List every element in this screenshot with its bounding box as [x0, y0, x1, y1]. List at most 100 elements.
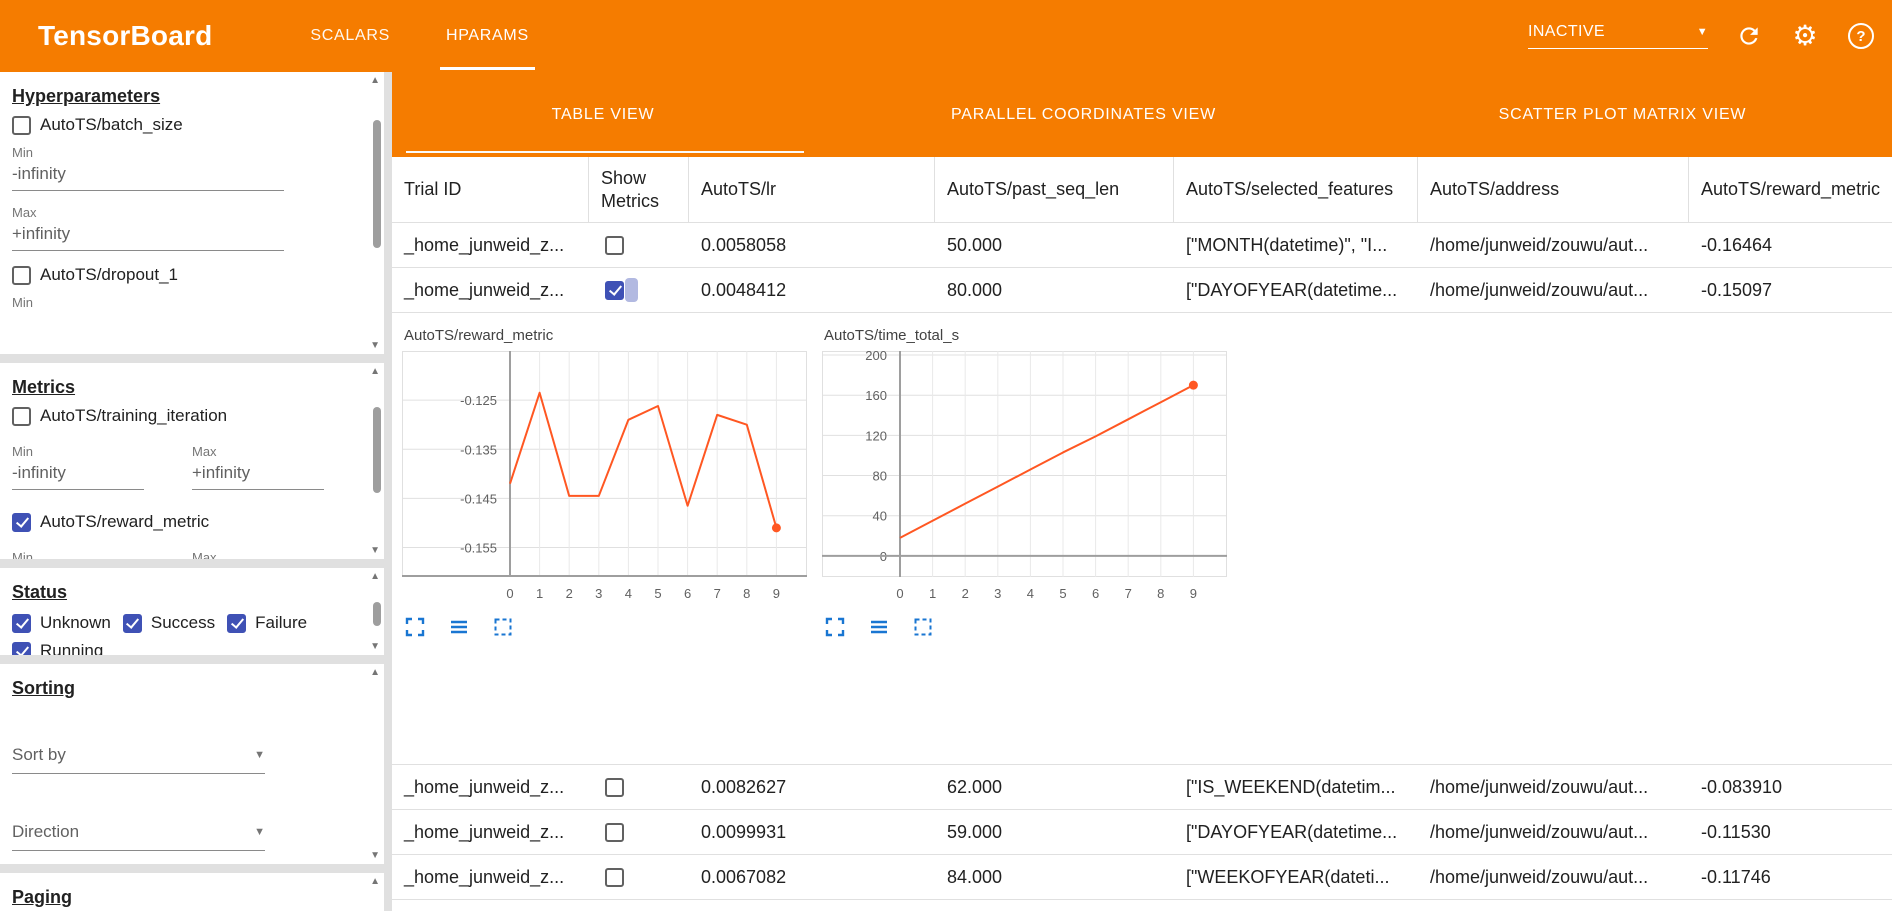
sort-by-dropdown[interactable]: Sort by ▼ — [12, 745, 265, 774]
svg-text:200: 200 — [865, 351, 887, 363]
scroll-down-icon[interactable]: ▼ — [370, 545, 380, 556]
tab-scatter-plot-matrix-view[interactable]: SCATTER PLOT MATRIX VIEW — [1498, 105, 1747, 123]
min-input[interactable] — [12, 459, 144, 490]
run-status-dropdown[interactable]: INACTIVE ▼ — [1528, 23, 1708, 49]
address-cell: /home/junweid/zouwu/aut... — [1430, 279, 1649, 300]
sorting-heading: Sorting — [12, 678, 75, 698]
selected-features-cell: ["DAYOFYEAR(datetime... — [1186, 821, 1398, 842]
svg-text:0: 0 — [896, 586, 903, 601]
svg-text:4: 4 — [625, 586, 632, 601]
address-cell: /home/junweid/zouwu/aut... — [1430, 234, 1649, 255]
column-header-address: AutoTS/address — [1418, 157, 1689, 222]
dashed-box-icon — [494, 618, 512, 636]
max-input[interactable] — [192, 459, 324, 490]
success-checkbox[interactable] — [122, 613, 142, 633]
show-metrics-checkbox[interactable] — [605, 822, 624, 842]
lr-cell: 0.0067082 — [701, 866, 787, 887]
chart-data-table-button[interactable] — [448, 616, 470, 638]
scrollbar-thumb[interactable] — [373, 602, 381, 626]
scroll-up-icon[interactable]: ▲ — [370, 667, 380, 678]
min-input[interactable] — [12, 160, 284, 191]
expanded-metrics-row: AutoTS/reward_metric -0.125 -0.135 -0.145-… — [392, 313, 1892, 765]
svg-text:7: 7 — [1125, 586, 1132, 601]
refresh-button[interactable] — [1734, 21, 1764, 51]
status-label: Unknown — [40, 613, 111, 632]
help-button[interactable]: ? — [1846, 21, 1876, 51]
unknown-checkbox[interactable] — [12, 613, 31, 633]
batch-size-checkbox[interactable] — [12, 115, 31, 135]
hyperparameters-panel: Hyperparameters AutoTS/batch_size Min Ma… — [0, 72, 384, 354]
chart-data-table-button[interactable] — [868, 616, 890, 638]
settings-button[interactable]: ⚙ — [1790, 21, 1820, 51]
scroll-up-icon[interactable]: ▲ — [370, 366, 380, 377]
nav-tab-hparams[interactable]: HPARAMS — [418, 0, 557, 72]
svg-text:0: 0 — [506, 586, 513, 601]
chart-select-button[interactable] — [492, 616, 514, 638]
paging-heading: Paging — [12, 887, 73, 907]
show-metrics-checkbox[interactable] — [605, 777, 624, 797]
svg-text:1: 1 — [536, 586, 543, 601]
param-row-batch-size: AutoTS/batch_size — [12, 115, 370, 135]
chevron-down-icon: ▼ — [254, 748, 265, 761]
scroll-down-icon[interactable]: ▼ — [370, 641, 380, 652]
chart-expand-button[interactable] — [404, 616, 426, 638]
sort-by-value: Sort by — [12, 745, 66, 764]
lr-cell: 0.0048412 — [701, 279, 787, 300]
selected-features-cell: ["DAYOFYEAR(datetime... — [1186, 279, 1398, 300]
checkbox-focus-ripple — [625, 278, 638, 302]
lr-cell: 0.0058058 — [701, 234, 787, 255]
main-content: TABLE VIEW PARALLEL COORDINATES VIEW SCA… — [392, 72, 1892, 911]
reward-metric-cell: -0.16464 — [1701, 234, 1773, 255]
scroll-up-icon[interactable]: ▲ — [370, 876, 380, 887]
max-label: Max — [192, 550, 217, 559]
reward-metric-checkbox[interactable] — [12, 512, 31, 532]
svg-text:5: 5 — [654, 586, 661, 601]
training-iteration-checkbox[interactable] — [12, 406, 31, 426]
svg-text:6: 6 — [684, 586, 691, 601]
nav-tab-scalars[interactable]: SCALARS — [310, 27, 390, 44]
selected-features-cell: ["IS_WEEKEND(datetim... — [1186, 776, 1396, 797]
reward-metric-chart-card: AutoTS/reward_metric -0.125 -0.135 -0.145-… — [402, 321, 807, 764]
scrollbar-thumb[interactable] — [373, 407, 381, 493]
metrics-heading: Metrics — [12, 377, 76, 397]
failure-checkbox[interactable] — [227, 613, 247, 633]
chart-select-button[interactable] — [912, 616, 934, 638]
max-input[interactable] — [12, 220, 284, 251]
dropout-checkbox[interactable] — [12, 265, 31, 285]
svg-text:4: 4 — [1027, 586, 1034, 601]
direction-dropdown[interactable]: Direction ▼ — [12, 822, 265, 851]
time-total-chart: 040801201602000123456789 — [822, 351, 1227, 601]
svg-text:2: 2 — [962, 586, 969, 601]
svg-text:120: 120 — [865, 428, 887, 443]
status-label: Success — [150, 613, 216, 632]
scrollbar-thumb[interactable] — [373, 120, 381, 248]
show-metrics-checkbox[interactable] — [605, 867, 624, 887]
hyperparameters-heading: Hyperparameters — [12, 86, 161, 106]
min-max-fields: Min Max — [12, 434, 370, 504]
scroll-down-icon[interactable]: ▼ — [370, 850, 380, 861]
chart-expand-button[interactable] — [824, 616, 846, 638]
table-row: _home_junweid_z... 0.0099931 59.000 ["DA… — [392, 810, 1892, 855]
svg-text:7: 7 — [714, 586, 721, 601]
rows-icon — [451, 620, 467, 634]
metric-label: AutoTS/training_iteration — [40, 406, 228, 425]
svg-text:2: 2 — [566, 586, 573, 601]
status-option-success: Success — [122, 613, 216, 633]
tab-parallel-coordinates-view[interactable]: PARALLEL COORDINATES VIEW — [950, 105, 1217, 123]
tab-table-view[interactable]: TABLE VIEW — [392, 72, 814, 157]
svg-text:40: 40 — [873, 509, 887, 524]
show-metrics-cell — [589, 268, 689, 312]
show-metrics-checkbox[interactable] — [605, 280, 624, 300]
show-metrics-cell — [589, 765, 689, 809]
scroll-up-icon[interactable]: ▲ — [370, 75, 380, 86]
table-row: _home_junweid_z... 0.0058058 50.000 ["MO… — [392, 223, 1892, 268]
reward-metric-cell: -0.11530 — [1701, 821, 1771, 842]
svg-text:3: 3 — [595, 586, 602, 601]
running-checkbox[interactable] — [12, 641, 31, 655]
scroll-up-icon[interactable]: ▲ — [370, 571, 380, 582]
status-label: Failure — [255, 613, 308, 632]
scroll-down-icon[interactable]: ▼ — [370, 340, 380, 351]
status-option-running: Running — [12, 641, 103, 655]
table-row: _home_junweid_z... 0.0067082 84.000 ["WE… — [392, 855, 1892, 900]
show-metrics-checkbox[interactable] — [605, 235, 624, 255]
